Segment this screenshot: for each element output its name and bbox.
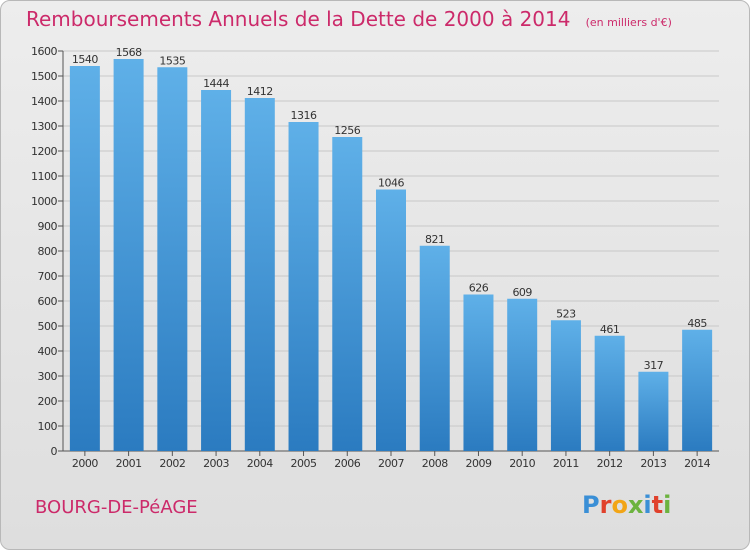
y-tick-label: 1200 <box>31 145 57 158</box>
logo-letter: t <box>651 491 664 519</box>
y-tick-label: 500 <box>38 320 58 333</box>
x-tick-label: 2009 <box>465 457 491 470</box>
bar <box>157 67 188 451</box>
city-name: BOURG-DE-PéAGE <box>35 497 198 518</box>
bar <box>463 294 494 451</box>
y-tick-label: 0 <box>51 445 58 458</box>
logo-letter: i <box>643 491 652 519</box>
bar <box>113 59 144 451</box>
y-tick-label: 1000 <box>31 195 57 208</box>
x-tick-label: 2013 <box>640 457 666 470</box>
bar <box>376 189 406 451</box>
data-label: 523 <box>556 307 576 320</box>
y-tick-label: 400 <box>38 345 58 358</box>
data-label: 1535 <box>159 54 185 67</box>
bar <box>419 245 450 451</box>
x-tick-label: 2006 <box>334 457 360 470</box>
x-tick-label: 2005 <box>291 457 317 470</box>
data-label: 626 <box>469 282 489 295</box>
y-tick-label: 100 <box>38 420 58 433</box>
logo-letter: x <box>627 491 644 519</box>
chart-title: Remboursements Annuels de la Dette de 20… <box>26 7 571 31</box>
y-tick-label: 700 <box>38 270 58 283</box>
bar <box>594 335 625 451</box>
y-tick-label: 800 <box>38 245 58 258</box>
bar <box>507 298 538 451</box>
x-tick-label: 2001 <box>116 457 142 470</box>
data-label: 1046 <box>378 177 404 190</box>
data-label: 1256 <box>334 124 360 137</box>
x-tick-label: 2014 <box>684 457 710 470</box>
data-label: 821 <box>425 233 445 246</box>
x-tick-label: 2002 <box>159 457 185 470</box>
bar <box>201 90 232 451</box>
x-tick-label: 2007 <box>378 457 404 470</box>
x-tick-label: 2000 <box>72 457 98 470</box>
chart-subtitle: (en milliers d'€) <box>585 16 672 29</box>
y-tick-label: 1100 <box>31 170 57 183</box>
proxiti-logo: Proxiti <box>582 491 671 519</box>
bar <box>550 320 581 451</box>
data-label: 1568 <box>116 46 142 59</box>
x-tick-label: 2010 <box>509 457 535 470</box>
logo-letter: o <box>611 491 628 519</box>
data-label: 1412 <box>247 85 273 98</box>
data-label: 609 <box>512 286 532 299</box>
y-tick-label: 600 <box>38 295 58 308</box>
data-label: 1540 <box>72 53 98 66</box>
bar <box>638 371 669 451</box>
x-tick-label: 2011 <box>553 457 579 470</box>
y-tick-label: 1600 <box>31 45 57 58</box>
bar <box>682 329 713 451</box>
data-label: 317 <box>644 359 664 372</box>
bar <box>69 66 100 451</box>
logo-letter: P <box>582 491 600 519</box>
y-tick-label: 200 <box>38 395 58 408</box>
data-label: 1316 <box>291 109 317 122</box>
y-tick-label: 900 <box>38 220 58 233</box>
y-tick-label: 1300 <box>31 120 57 133</box>
y-tick-label: 1500 <box>31 70 57 83</box>
data-label: 485 <box>687 317 707 330</box>
chart-title-block: Remboursements Annuels de la Dette de 20… <box>26 7 672 31</box>
bar <box>332 137 363 451</box>
logo-letter: i <box>663 491 672 519</box>
data-label: 461 <box>600 323 620 336</box>
y-tick-label: 300 <box>38 370 58 383</box>
y-tick-label: 1400 <box>31 95 57 108</box>
bar <box>244 98 275 451</box>
data-label: 1444 <box>203 77 229 90</box>
x-tick-label: 2012 <box>597 457 623 470</box>
bar <box>288 122 319 451</box>
x-tick-label: 2004 <box>247 457 273 470</box>
logo-letter: r <box>599 491 612 519</box>
x-tick-label: 2008 <box>422 457 448 470</box>
x-tick-label: 2003 <box>203 457 229 470</box>
